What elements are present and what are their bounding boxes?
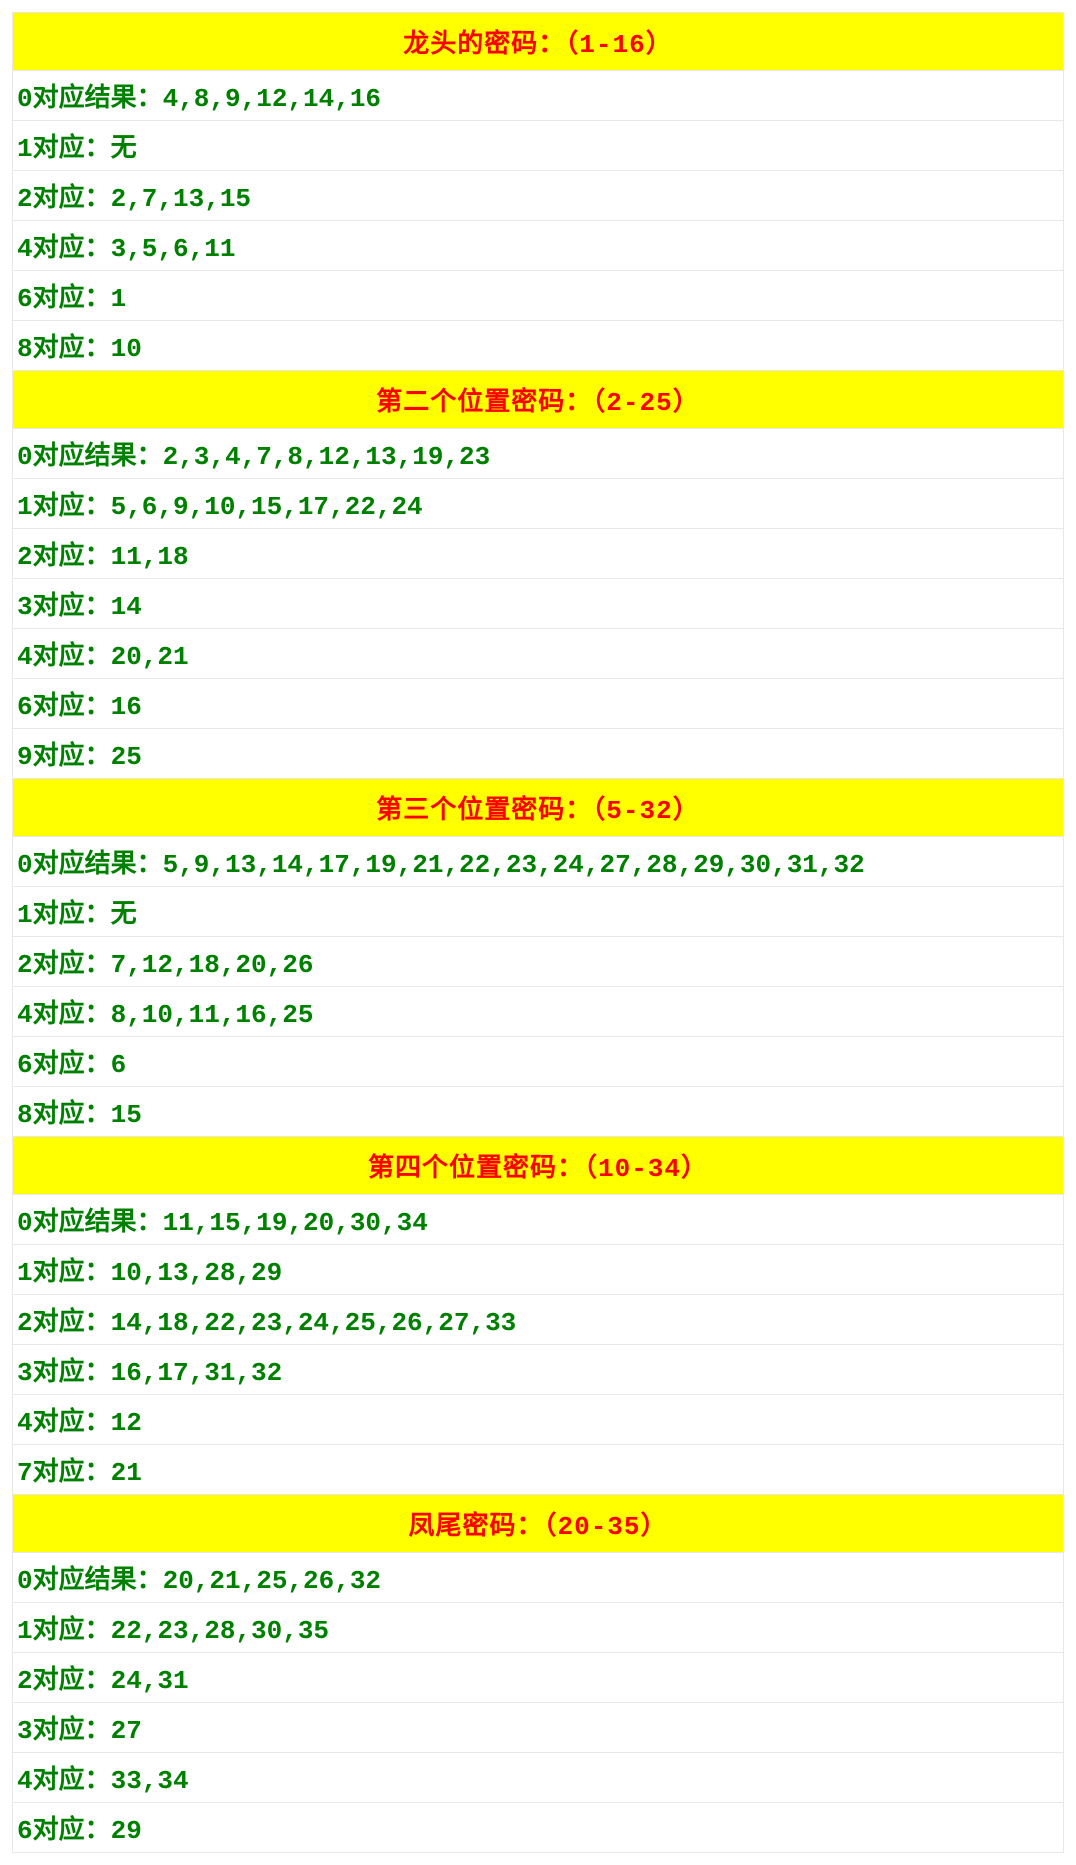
section-2-row-0: 0对应结果：2,3,4,7,8,12,13,19,23 bbox=[12, 429, 1064, 479]
section-5-row-2: 2对应：24,31 bbox=[12, 1653, 1064, 1703]
section-1-row-1: 1对应：无 bbox=[12, 121, 1064, 171]
section-3-row-4: 6对应：6 bbox=[12, 1037, 1064, 1087]
section-1-header: 龙头的密码：（1-16） bbox=[12, 12, 1064, 71]
section-1-row-3: 4对应：3,5,6,11 bbox=[12, 221, 1064, 271]
section-2-row-3: 3对应：14 bbox=[12, 579, 1064, 629]
section-2-header: 第二个位置密码：（2-25） bbox=[12, 371, 1064, 429]
section-4-row-0: 0对应结果：11,15,19,20,30,34 bbox=[12, 1195, 1064, 1245]
section-4-row-4: 4对应：12 bbox=[12, 1395, 1064, 1445]
section-1-row-0: 0对应结果：4,8,9,12,14,16 bbox=[12, 71, 1064, 121]
section-4-header: 第四个位置密码：（10-34） bbox=[12, 1137, 1064, 1195]
section-1: 龙头的密码：（1-16） 0对应结果：4,8,9,12,14,16 1对应：无 … bbox=[12, 12, 1064, 371]
section-5-row-1: 1对应：22,23,28,30,35 bbox=[12, 1603, 1064, 1653]
section-2-row-1: 1对应：5,6,9,10,15,17,22,24 bbox=[12, 479, 1064, 529]
section-1-row-5: 8对应：10 bbox=[12, 321, 1064, 371]
section-2: 第二个位置密码：（2-25） 0对应结果：2,3,4,7,8,12,13,19,… bbox=[12, 371, 1064, 779]
section-5-row-3: 3对应：27 bbox=[12, 1703, 1064, 1753]
page-container: 龙头的密码：（1-16） 0对应结果：4,8,9,12,14,16 1对应：无 … bbox=[0, 0, 1076, 1865]
section-4-row-5: 7对应：21 bbox=[12, 1445, 1064, 1495]
section-3-row-2: 2对应：7,12,18,20,26 bbox=[12, 937, 1064, 987]
section-5-row-0: 0对应结果：20,21,25,26,32 bbox=[12, 1553, 1064, 1603]
section-4-row-3: 3对应：16,17,31,32 bbox=[12, 1345, 1064, 1395]
section-3-row-3: 4对应：8,10,11,16,25 bbox=[12, 987, 1064, 1037]
section-5: 凤尾密码：（20-35） 0对应结果：20,21,25,26,32 1对应：22… bbox=[12, 1495, 1064, 1853]
section-1-row-4: 6对应：1 bbox=[12, 271, 1064, 321]
section-3-header: 第三个位置密码：（5-32） bbox=[12, 779, 1064, 837]
section-5-header: 凤尾密码：（20-35） bbox=[12, 1495, 1064, 1553]
section-4-row-1: 1对应：10,13,28,29 bbox=[12, 1245, 1064, 1295]
section-5-row-5: 6对应：29 bbox=[12, 1803, 1064, 1853]
section-5-row-4: 4对应：33,34 bbox=[12, 1753, 1064, 1803]
section-3-row-0: 0对应结果：5,9,13,14,17,19,21,22,23,24,27,28,… bbox=[12, 837, 1064, 887]
section-2-row-6: 9对应：25 bbox=[12, 729, 1064, 779]
section-3-row-1: 1对应：无 bbox=[12, 887, 1064, 937]
section-3-row-5: 8对应：15 bbox=[12, 1087, 1064, 1137]
section-4: 第四个位置密码：（10-34） 0对应结果：11,15,19,20,30,34 … bbox=[12, 1137, 1064, 1495]
section-2-row-2: 2对应：11,18 bbox=[12, 529, 1064, 579]
section-2-row-4: 4对应：20,21 bbox=[12, 629, 1064, 679]
section-2-row-5: 6对应：16 bbox=[12, 679, 1064, 729]
section-4-row-2: 2对应：14,18,22,23,24,25,26,27,33 bbox=[12, 1295, 1064, 1345]
section-1-row-2: 2对应：2,7,13,15 bbox=[12, 171, 1064, 221]
section-3: 第三个位置密码：（5-32） 0对应结果：5,9,13,14,17,19,21,… bbox=[12, 779, 1064, 1137]
